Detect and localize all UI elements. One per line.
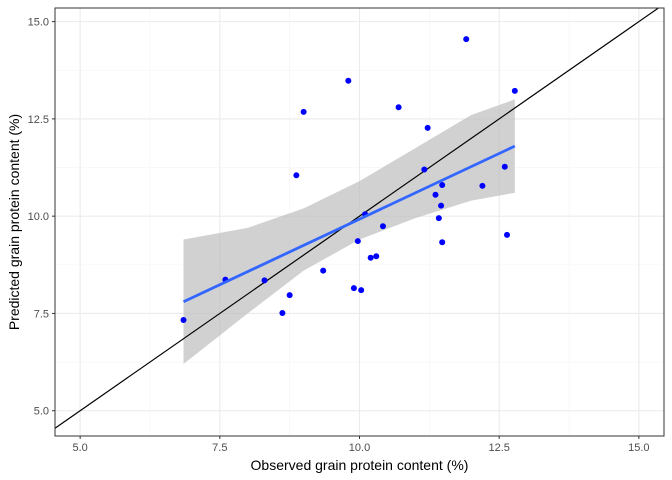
data-point [435,215,442,222]
data-point [421,166,428,173]
reference-line [55,8,660,429]
data-point [395,104,402,111]
y-tick-label: 7.5 [34,308,49,320]
data-point [432,191,439,198]
x-tick-label: 10.0 [349,442,370,454]
data-point [438,202,445,209]
y-tick-label: 10.0 [28,211,49,223]
x-tick-label: 12.5 [488,442,509,454]
data-point [261,277,268,284]
x-axis-title: Observed grain protein content (%) [251,457,469,473]
data-point [373,253,380,260]
data-point [180,317,187,324]
data-point [504,231,511,238]
axes: 5.0 7.5 10.0 12.5 15.0 5.0 7.5 10.0 12.5 15.0 [28,17,650,454]
data-point [479,182,486,189]
x-tick-label: 5.0 [72,442,87,454]
data-point [439,182,446,189]
data-point [439,239,446,246]
data-point [358,287,365,294]
data-point [511,87,518,94]
data-point [350,285,357,292]
regression-line [182,144,516,304]
data-point [463,36,470,43]
data-point [345,77,352,84]
data-point [501,163,508,170]
y-axis-title: Predicted grain protein content (%) [6,114,22,330]
data-point [300,108,307,115]
y-tick-label: 5.0 [34,406,49,418]
x-tick-label: 7.5 [212,442,227,454]
data-point [424,124,431,131]
y-tick-label: 12.5 [28,114,49,126]
data-point [320,267,327,274]
data-point [379,223,386,230]
data-point [367,254,374,261]
data-point [293,172,300,179]
data-layer [55,8,660,429]
y-tick-label: 15.0 [28,17,49,29]
x-tick-label: 15.0 [628,442,649,454]
data-point [279,310,286,317]
data-point [354,238,361,245]
data-point [286,292,293,299]
